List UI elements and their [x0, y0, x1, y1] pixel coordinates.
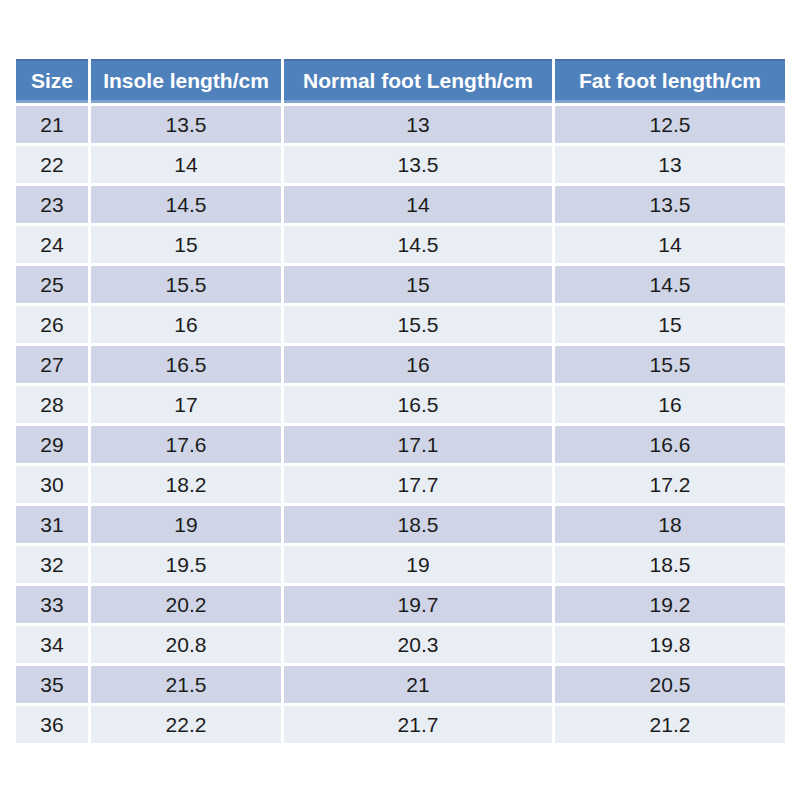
size-chart-table: SizeInsole length/cmNormal foot Length/c…	[13, 56, 788, 746]
size-cell: 21	[16, 106, 88, 143]
header-row: SizeInsole length/cmNormal foot Length/c…	[16, 59, 785, 103]
table-row: 281716.516	[16, 386, 785, 423]
length-cell: 21.5	[91, 666, 281, 703]
size-cell: 33	[16, 586, 88, 623]
table-row: 2917.617.116.6	[16, 426, 785, 463]
length-cell: 21.7	[284, 706, 552, 743]
table-row: 2515.51514.5	[16, 266, 785, 303]
size-cell: 30	[16, 466, 88, 503]
table-row: 3521.52120.5	[16, 666, 785, 703]
length-cell: 15.5	[555, 346, 785, 383]
length-cell: 16	[555, 386, 785, 423]
length-cell: 19.5	[91, 546, 281, 583]
length-cell: 17.7	[284, 466, 552, 503]
length-cell: 17	[91, 386, 281, 423]
length-cell: 20.8	[91, 626, 281, 663]
length-cell: 14.5	[91, 186, 281, 223]
length-cell: 15	[284, 266, 552, 303]
table-row: 2716.51615.5	[16, 346, 785, 383]
size-cell: 34	[16, 626, 88, 663]
size-cell: 36	[16, 706, 88, 743]
table-row: 2113.51312.5	[16, 106, 785, 143]
table-row: 3420.820.319.8	[16, 626, 785, 663]
length-cell: 16	[284, 346, 552, 383]
length-cell: 15	[91, 226, 281, 263]
table-row: 3320.219.719.2	[16, 586, 785, 623]
size-cell: 29	[16, 426, 88, 463]
size-cell: 31	[16, 506, 88, 543]
table-row: 2314.51413.5	[16, 186, 785, 223]
table-row: 3622.221.721.2	[16, 706, 785, 743]
size-cell: 35	[16, 666, 88, 703]
table-row: 3018.217.717.2	[16, 466, 785, 503]
size-cell: 28	[16, 386, 88, 423]
length-cell: 14	[555, 226, 785, 263]
length-cell: 18.2	[91, 466, 281, 503]
table-row: 261615.515	[16, 306, 785, 343]
size-chart-container: SizeInsole length/cmNormal foot Length/c…	[13, 56, 788, 746]
length-cell: 19	[91, 506, 281, 543]
length-cell: 17.2	[555, 466, 785, 503]
length-cell: 15	[555, 306, 785, 343]
length-cell: 16.6	[555, 426, 785, 463]
table-row: 311918.518	[16, 506, 785, 543]
length-cell: 18.5	[284, 506, 552, 543]
length-cell: 21	[284, 666, 552, 703]
length-cell: 16	[91, 306, 281, 343]
length-cell: 16.5	[284, 386, 552, 423]
size-cell: 24	[16, 226, 88, 263]
length-cell: 13.5	[555, 186, 785, 223]
length-cell: 19.8	[555, 626, 785, 663]
length-cell: 19	[284, 546, 552, 583]
length-cell: 20.5	[555, 666, 785, 703]
table-row: 3219.51918.5	[16, 546, 785, 583]
length-cell: 12.5	[555, 106, 785, 143]
table-body: 2113.51312.5221413.5132314.51413.5241514…	[16, 106, 785, 743]
size-cell: 23	[16, 186, 88, 223]
column-header: Insole length/cm	[91, 59, 281, 103]
size-cell: 26	[16, 306, 88, 343]
length-cell: 17.6	[91, 426, 281, 463]
length-cell: 14.5	[284, 226, 552, 263]
length-cell: 14	[91, 146, 281, 183]
column-header: Size	[16, 59, 88, 103]
length-cell: 13	[284, 106, 552, 143]
size-cell: 25	[16, 266, 88, 303]
length-cell: 17.1	[284, 426, 552, 463]
column-header: Fat foot length/cm	[555, 59, 785, 103]
table-row: 241514.514	[16, 226, 785, 263]
table-row: 221413.513	[16, 146, 785, 183]
length-cell: 13	[555, 146, 785, 183]
table-header: SizeInsole length/cmNormal foot Length/c…	[16, 59, 785, 103]
length-cell: 13.5	[284, 146, 552, 183]
length-cell: 14	[284, 186, 552, 223]
length-cell: 15.5	[91, 266, 281, 303]
length-cell: 21.2	[555, 706, 785, 743]
length-cell: 13.5	[91, 106, 281, 143]
length-cell: 20.2	[91, 586, 281, 623]
length-cell: 18.5	[555, 546, 785, 583]
length-cell: 20.3	[284, 626, 552, 663]
length-cell: 19.2	[555, 586, 785, 623]
size-cell: 32	[16, 546, 88, 583]
length-cell: 14.5	[555, 266, 785, 303]
length-cell: 22.2	[91, 706, 281, 743]
length-cell: 19.7	[284, 586, 552, 623]
length-cell: 18	[555, 506, 785, 543]
length-cell: 16.5	[91, 346, 281, 383]
length-cell: 15.5	[284, 306, 552, 343]
size-cell: 27	[16, 346, 88, 383]
size-cell: 22	[16, 146, 88, 183]
column-header: Normal foot Length/cm	[284, 59, 552, 103]
